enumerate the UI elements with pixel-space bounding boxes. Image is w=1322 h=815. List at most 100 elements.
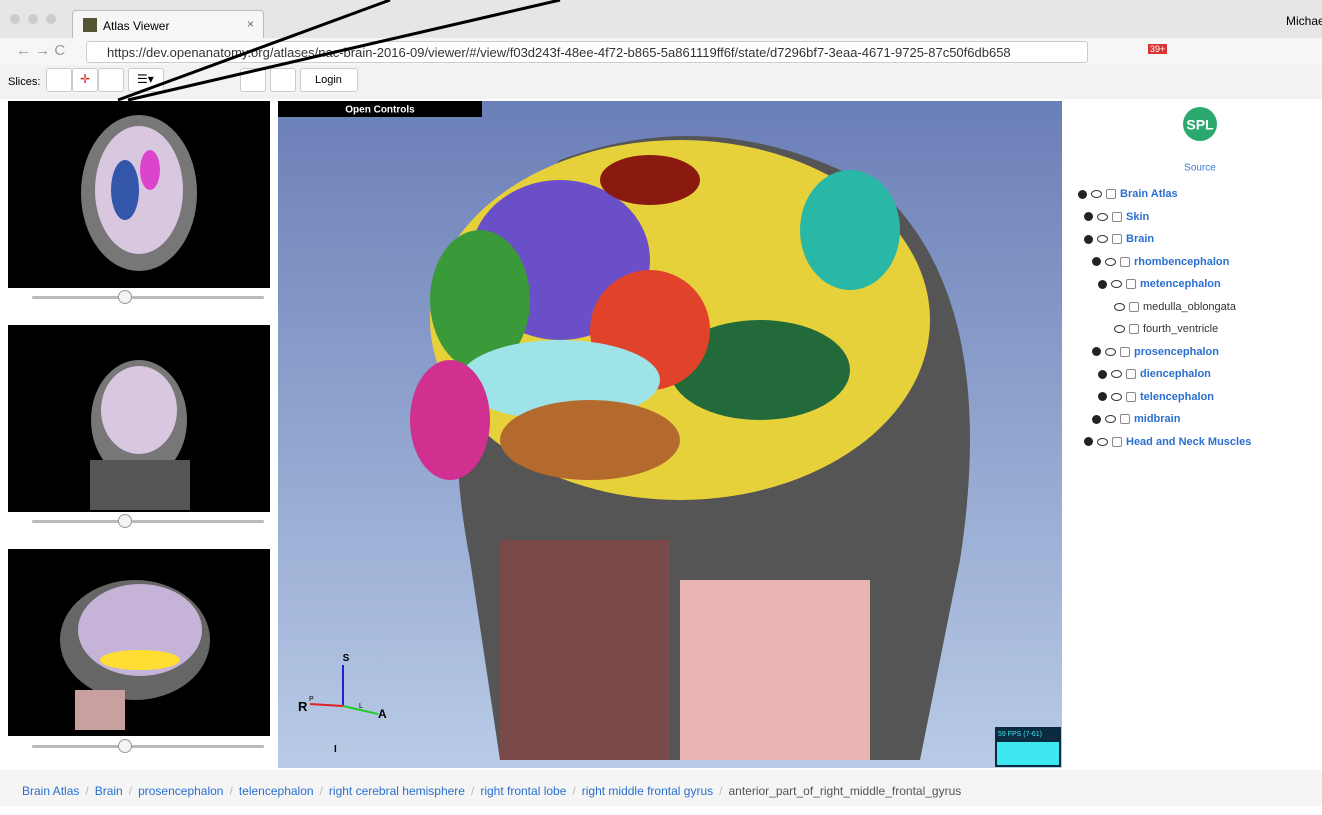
tree-node: rhombencephalon bbox=[1092, 256, 1229, 268]
checkbox[interactable] bbox=[1126, 391, 1136, 402]
toggle[interactable] bbox=[1084, 437, 1093, 446]
checkbox[interactable] bbox=[1112, 436, 1122, 447]
checkbox[interactable] bbox=[1120, 256, 1130, 267]
toggle[interactable] bbox=[1098, 392, 1107, 401]
node-label[interactable]: metencephalon bbox=[1140, 278, 1221, 290]
logo: SPL bbox=[1186, 117, 1214, 133]
visibility-toggle[interactable] bbox=[1111, 280, 1122, 288]
breadcrumb-item[interactable]: Brain Atlas bbox=[22, 784, 80, 798]
tree-node: Brain bbox=[1084, 233, 1154, 245]
node-label[interactable]: Head and Neck Muscles bbox=[1126, 435, 1252, 448]
slider[interactable] bbox=[32, 290, 264, 304]
axis-label: I bbox=[334, 744, 337, 755]
visibility-toggle[interactable] bbox=[1097, 235, 1108, 243]
visibility-toggle[interactable] bbox=[1097, 212, 1108, 221]
badge: 39+ bbox=[1148, 44, 1168, 54]
node-label[interactable]: diencephalon bbox=[1140, 368, 1211, 380]
node-label[interactable]: midbrain bbox=[1134, 413, 1181, 425]
tab[interactable]: Atlas Viewer × bbox=[72, 10, 264, 39]
slider[interactable] bbox=[32, 739, 264, 753]
toggle[interactable] bbox=[1084, 234, 1093, 244]
separator: / bbox=[470, 784, 475, 798]
url-box[interactable]: https://dev.openanatomy.org/atlases/nac-… bbox=[86, 41, 1088, 63]
separator: / bbox=[85, 784, 89, 798]
visibility-toggle[interactable] bbox=[1097, 437, 1108, 446]
tree-node: Brain Atlas bbox=[1078, 188, 1178, 200]
visibility-toggle[interactable] bbox=[1105, 347, 1116, 356]
tree-node: Skin bbox=[1084, 211, 1149, 223]
visibility-toggle[interactable] bbox=[1114, 302, 1125, 311]
tree-node: metencephalon bbox=[1098, 278, 1221, 290]
breadcrumb-item[interactable]: telencephalon bbox=[238, 784, 314, 798]
separator: / bbox=[229, 784, 233, 798]
checkbox[interactable] bbox=[1106, 189, 1116, 199]
node-label[interactable]: Brain bbox=[1126, 233, 1155, 245]
breadcrumb-item: anterior_part_of_right_middle_frontal_gy… bbox=[728, 784, 962, 798]
breadcrumb-item[interactable]: prosencephalon bbox=[138, 784, 224, 798]
toolbar: Slices: bbox=[0, 65, 1322, 99]
slice-btn[interactable] bbox=[46, 68, 72, 92]
node-label[interactable]: prosencephalon bbox=[1134, 345, 1219, 358]
breadcrumb-item[interactable]: right middle frontal gyrus bbox=[581, 784, 714, 798]
visibility-toggle[interactable] bbox=[1105, 257, 1116, 266]
tab-title: Atlas Viewer bbox=[103, 19, 170, 33]
node-label[interactable]: fourth_ventricle bbox=[1143, 323, 1219, 335]
tree-node: prosencephalon bbox=[1092, 346, 1219, 358]
axis-label: P bbox=[309, 696, 314, 703]
node-label[interactable]: telencephalon bbox=[1140, 390, 1214, 403]
visibility-toggle[interactable] bbox=[1114, 325, 1125, 333]
crosshair-btn[interactable]: ✛ bbox=[72, 68, 98, 92]
toggle[interactable] bbox=[1092, 414, 1101, 424]
checkbox[interactable] bbox=[1129, 301, 1139, 312]
separator: / bbox=[128, 784, 133, 798]
visibility-toggle[interactable] bbox=[1091, 190, 1102, 198]
title-bar: Atlas Viewer × Michael bbox=[0, 0, 1322, 39]
toggle[interactable] bbox=[1092, 347, 1101, 356]
camera-btn[interactable] bbox=[270, 68, 296, 92]
checkbox[interactable] bbox=[1112, 211, 1122, 222]
url: https://dev.openanatomy.org/atlases/nac-… bbox=[107, 45, 1011, 60]
axis-label: S bbox=[343, 653, 350, 664]
pin-btn[interactable] bbox=[98, 68, 124, 92]
checkbox[interactable] bbox=[1120, 414, 1130, 424]
breadcrumb-item[interactable]: Brain bbox=[94, 784, 123, 798]
user-name: Michael bbox=[1286, 14, 1322, 28]
tree-node: telencephalon bbox=[1098, 391, 1214, 403]
tree-node: diencephalon bbox=[1098, 368, 1211, 380]
checkbox[interactable] bbox=[1126, 279, 1136, 289]
toggle[interactable] bbox=[1098, 369, 1107, 379]
login: Login bbox=[315, 74, 342, 86]
visibility-toggle[interactable] bbox=[1111, 392, 1122, 401]
checkbox[interactable] bbox=[1126, 369, 1136, 379]
separator: / bbox=[572, 784, 576, 798]
source-link[interactable]: Source bbox=[1184, 163, 1216, 174]
axis-label: L bbox=[359, 703, 363, 710]
list-btn[interactable]: ☰▾ bbox=[128, 68, 164, 92]
toggle[interactable] bbox=[1078, 189, 1087, 199]
node-label[interactable]: rhombencephalon bbox=[1134, 255, 1230, 268]
tree-node: Head and Neck Muscles bbox=[1084, 436, 1251, 448]
toggle[interactable] bbox=[1098, 279, 1107, 289]
node-label[interactable]: medulla_oblongata bbox=[1143, 300, 1236, 313]
checkbox[interactable] bbox=[1129, 324, 1139, 334]
toggle[interactable] bbox=[1092, 257, 1101, 266]
breadcrumb-item[interactable]: right frontal lobe bbox=[480, 784, 567, 798]
slider[interactable] bbox=[32, 514, 264, 528]
checkbox[interactable] bbox=[1120, 346, 1130, 357]
checkbox[interactable] bbox=[1112, 234, 1122, 244]
node-label[interactable]: Brain Atlas bbox=[1120, 188, 1178, 200]
breadcrumb-item[interactable]: right cerebral hemisphere bbox=[328, 784, 465, 798]
fps: 59 FPS (7-61) bbox=[998, 731, 1042, 738]
tree-node: midbrain bbox=[1092, 413, 1180, 425]
login-btn[interactable]: Login bbox=[300, 68, 358, 92]
open-controls[interactable]: Open Controls bbox=[345, 105, 415, 116]
visibility-toggle[interactable] bbox=[1111, 370, 1122, 378]
breadcrumb-bar bbox=[0, 770, 1322, 806]
visibility-toggle[interactable] bbox=[1105, 415, 1116, 423]
tree-node: fourth_ventricle bbox=[1114, 323, 1218, 335]
toggle[interactable] bbox=[1084, 212, 1093, 221]
slices-label: Slices: bbox=[8, 76, 41, 88]
node-label[interactable]: Skin bbox=[1126, 210, 1150, 223]
tree-node: medulla_oblongata bbox=[1114, 301, 1236, 313]
